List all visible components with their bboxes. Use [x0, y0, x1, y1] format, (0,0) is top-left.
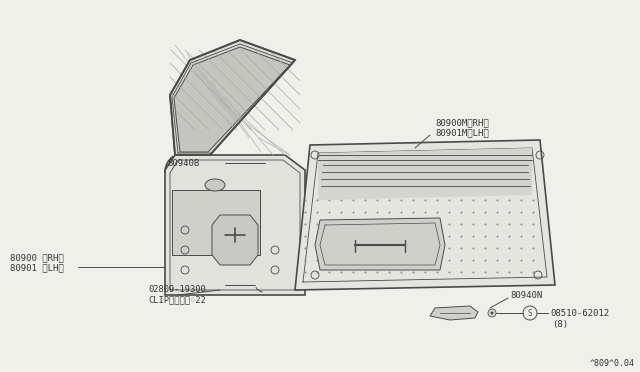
Polygon shape: [315, 218, 445, 270]
Polygon shape: [165, 155, 305, 295]
Text: 02809-19300
CLIPクリップ♢22: 02809-19300 CLIPクリップ♢22: [148, 285, 205, 305]
Polygon shape: [318, 148, 532, 200]
Text: (8): (8): [552, 321, 568, 330]
Polygon shape: [170, 40, 295, 155]
Text: ^809^0.04: ^809^0.04: [590, 359, 635, 368]
Circle shape: [488, 309, 496, 317]
Text: 08510-62012: 08510-62012: [550, 308, 609, 317]
Text: S: S: [528, 308, 532, 317]
Bar: [172, 190, 260, 255]
Polygon shape: [174, 47, 290, 152]
Polygon shape: [430, 306, 478, 320]
Text: 80900M〈RH〉
80901M〈LH〉: 80900M〈RH〉 80901M〈LH〉: [435, 118, 489, 138]
Text: 80940N: 80940N: [510, 291, 542, 299]
Text: 80940B: 80940B: [168, 158, 200, 167]
Text: 80900 〈RH〉
80901 〈LH〉: 80900 〈RH〉 80901 〈LH〉: [10, 253, 64, 273]
Polygon shape: [212, 215, 258, 265]
Circle shape: [490, 311, 493, 314]
Polygon shape: [295, 140, 555, 290]
Ellipse shape: [205, 179, 225, 191]
